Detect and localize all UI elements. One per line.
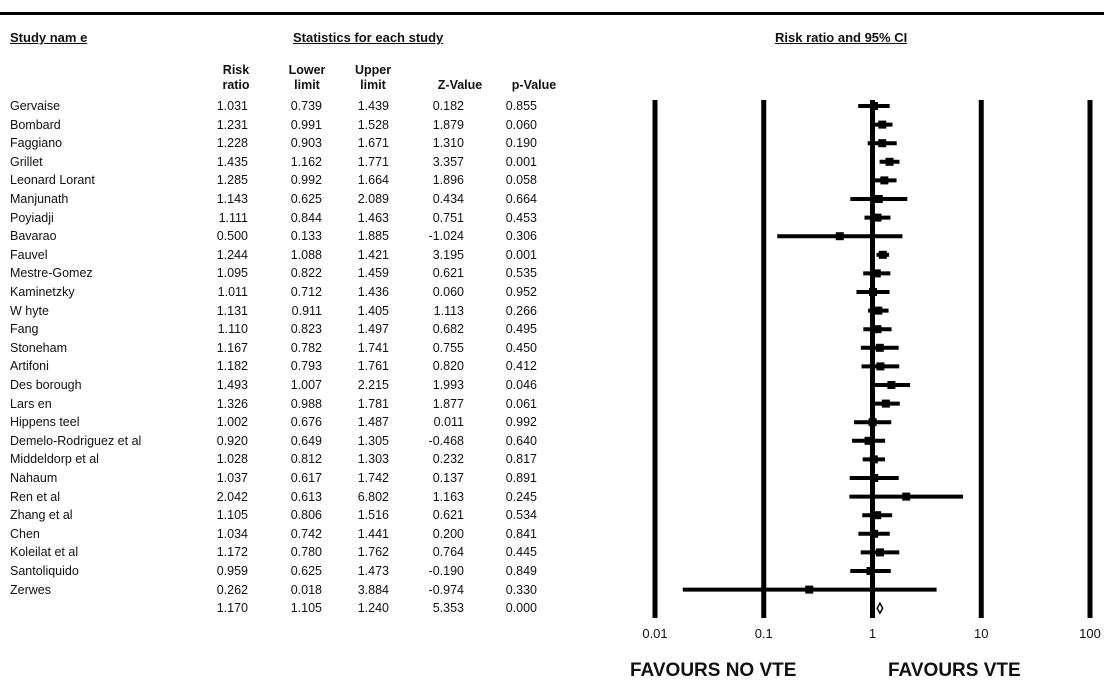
pooled-diamond xyxy=(877,603,882,613)
study-marker xyxy=(902,493,910,501)
study-marker xyxy=(879,251,887,259)
study-marker xyxy=(873,214,881,222)
study-marker xyxy=(878,139,886,147)
study-marker xyxy=(867,567,875,575)
study-marker xyxy=(876,362,884,370)
study-marker xyxy=(878,121,886,129)
study-marker xyxy=(869,288,877,296)
study-marker xyxy=(869,418,877,426)
study-marker xyxy=(882,400,890,408)
study-marker xyxy=(876,344,884,352)
study-marker xyxy=(870,455,878,463)
favours-vte-label: FAVOURS VTE xyxy=(888,660,1021,682)
study-marker xyxy=(874,307,882,315)
study-marker xyxy=(805,586,813,594)
study-marker xyxy=(873,325,881,333)
study-marker xyxy=(880,176,888,184)
study-marker xyxy=(875,195,883,203)
study-marker xyxy=(865,437,873,445)
x-tick-label: 1 xyxy=(869,626,876,641)
x-tick-label: 10 xyxy=(974,626,988,641)
study-marker xyxy=(870,102,878,110)
study-marker xyxy=(873,511,881,519)
study-marker xyxy=(873,269,881,277)
study-marker xyxy=(870,530,878,538)
x-tick-label: 100 xyxy=(1079,626,1101,641)
study-marker xyxy=(836,232,844,240)
x-tick-label: 0.1 xyxy=(755,626,773,641)
study-marker xyxy=(887,381,895,389)
study-marker xyxy=(886,158,894,166)
favours-no-vte-label: FAVOURS NO VTE xyxy=(630,660,796,682)
study-marker xyxy=(870,474,878,482)
study-marker xyxy=(876,548,884,556)
x-tick-label: 0.01 xyxy=(642,626,667,641)
